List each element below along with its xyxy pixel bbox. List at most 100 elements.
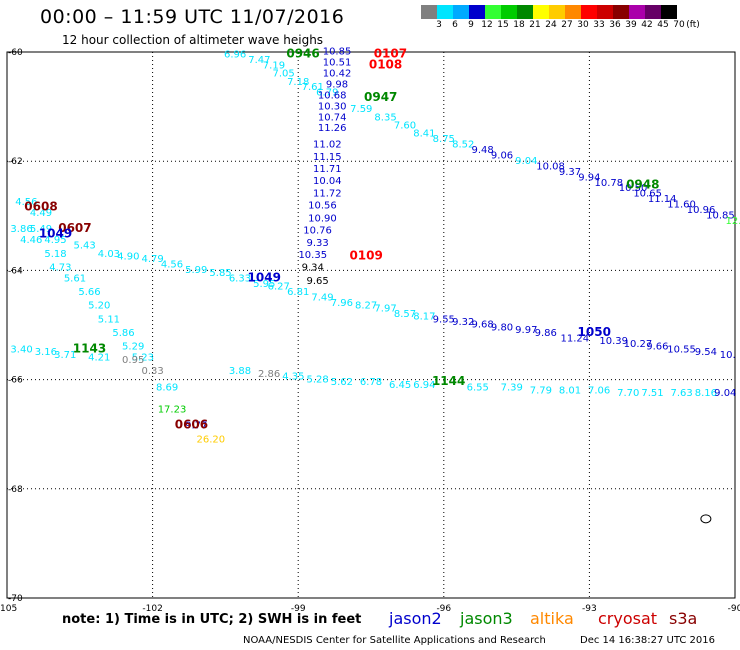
wave-height-value: 10.68 [318,90,347,101]
wave-height-value: 5.99 [185,265,207,276]
legend-swatch [501,5,517,19]
pass-time-label: 1049 [39,227,72,241]
wave-height-value: 6.33 [229,273,251,284]
wave-height-value: 11.60 [667,200,696,211]
color-scale-legend [421,5,677,19]
credit-text: NOAA/NESDIS Center for Satellite Applica… [243,635,546,646]
wave-height-value: 2.86 [258,369,280,380]
longitude-tick-label: -99 [291,604,306,614]
wave-height-value: 8.17 [413,312,435,323]
pass-time-label: 0607 [58,221,91,235]
wave-height-value: 8.52 [452,140,474,151]
wave-height-value: 7.79 [530,385,552,396]
pass-time-label: 0108 [369,57,402,71]
wave-height-value: 8.27 [355,301,377,312]
wave-height-value: 9.04 [515,156,537,167]
satellite-legend-item: jason2 [389,609,442,628]
legend-swatch [565,5,581,19]
legend-tick-label: 42 [641,20,653,30]
wave-height-value: 7.49 [311,292,333,303]
legend-tick-label: 36 [609,20,621,30]
wave-height-value: 8.75 [433,134,455,145]
wave-height-value: 5.23 [132,352,154,363]
wave-height-value: 10.96 [687,205,716,216]
wave-height-value: 9.68 [471,320,493,331]
longitude-tick-label: -90 [728,604,740,614]
wave-height-value: 6.78 [360,377,382,388]
wave-height-value: 4.73 [49,262,71,273]
pass-time-label: 1050 [578,325,611,339]
wave-height-value: 11.14 [648,194,677,205]
wave-height-value: 9.06 [491,150,513,161]
wave-height-value: 11.26 [318,123,347,134]
latitude-tick-label: -68 [8,485,23,495]
satellite-legend-item: altika [530,609,574,628]
wave-height-value: 10.35 [298,250,327,261]
wave-height-value: 7.60 [394,120,416,131]
wave-height-value: 3.71 [54,350,76,361]
wave-height-value: 8.16 [695,388,717,399]
units-note: note: 1) Time is in UTC; 2) SWH is in fe… [62,612,362,627]
wave-height-value: 10.30 [318,101,347,112]
pass-time-label: 1144 [432,374,465,388]
wave-height-value: 10. [720,350,736,361]
wave-height-value: 10.56 [308,201,337,212]
wave-height-value: 4.46 [20,235,42,246]
wave-height-value: 9.54 [695,347,717,358]
generated-timestamp: Dec 14 16:38:27 UTC 2016 [580,635,715,646]
latitude-tick-label: -60 [8,48,23,58]
pass-time-label: 0606 [175,418,208,432]
legend-tick-label: 70 [673,20,685,30]
wave-height-value: 10.27 [624,339,653,350]
wave-height-value: 4.49 [30,208,52,219]
legend-tick-label: 18 [513,20,525,30]
legend-tick-label: 30 [577,20,589,30]
wave-height-value: 9.97 [515,325,537,336]
wave-height-value: 5.28 [306,374,328,385]
wave-height-value: 9.32 [452,317,474,328]
legend-swatch [661,5,677,19]
wave-height-value: 8.01 [559,385,581,396]
wave-height-value: 3.16 [35,347,57,358]
wave-height-value: 7.47 [248,55,270,66]
legend-tick-label: 33 [593,20,605,30]
wave-height-value: 9.94 [578,172,600,183]
wave-height-value: 10.39 [599,336,628,347]
legend-tick-label: 3 [436,20,442,30]
satellite-legend-item: s3a [669,609,698,628]
pass-time-label: 0109 [349,248,382,262]
wave-height-value: 6.45 [389,380,411,391]
wave-height-value: 9.37 [559,167,581,178]
wave-height-value: 5.43 [74,241,96,252]
wave-height-value: 4.90 [117,251,139,262]
pass-time-label: 0947 [364,90,397,104]
wave-height-value: 9.86 [535,328,557,339]
latitude-tick-label: -66 [8,376,23,386]
wave-height-value: 11.02 [313,140,342,151]
wave-height-value: 5.20 [88,301,110,312]
wave-height-value: 10.90 [308,213,337,224]
satellite-legend-item: jason3 [460,609,513,628]
wave-height-value: 5.49 [30,224,52,235]
wave-height-value: 9.48 [471,145,493,156]
wave-height-value: 4.95 [44,235,66,246]
wave-height-value: 3.88 [229,366,251,377]
wave-height-value: 7.97 [374,303,396,314]
wave-height-value: 9.04 [714,388,736,399]
wave-height-value: 7.96 [331,298,353,309]
latitude-tick-label: -70 [8,594,23,604]
legend-swatch [597,5,613,19]
legend-tick-label: 27 [561,20,573,30]
legend-tick-label: 6 [452,20,458,30]
wave-height-value: 6.96 [224,49,246,60]
page-title: 00:00 – 11:59 UTC 11/07/2016 [40,6,345,28]
wave-height-value: 6.79 [316,88,338,99]
wave-height-value: 9.65 [306,276,328,287]
wave-height-value: 11.71 [313,164,342,175]
wave-height-value: 9.77 [185,421,207,432]
legend-swatch [533,5,549,19]
wave-height-value: 10.50 [619,183,648,194]
legend-swatch [517,5,533,19]
wave-height-value: 7.19 [263,60,285,71]
